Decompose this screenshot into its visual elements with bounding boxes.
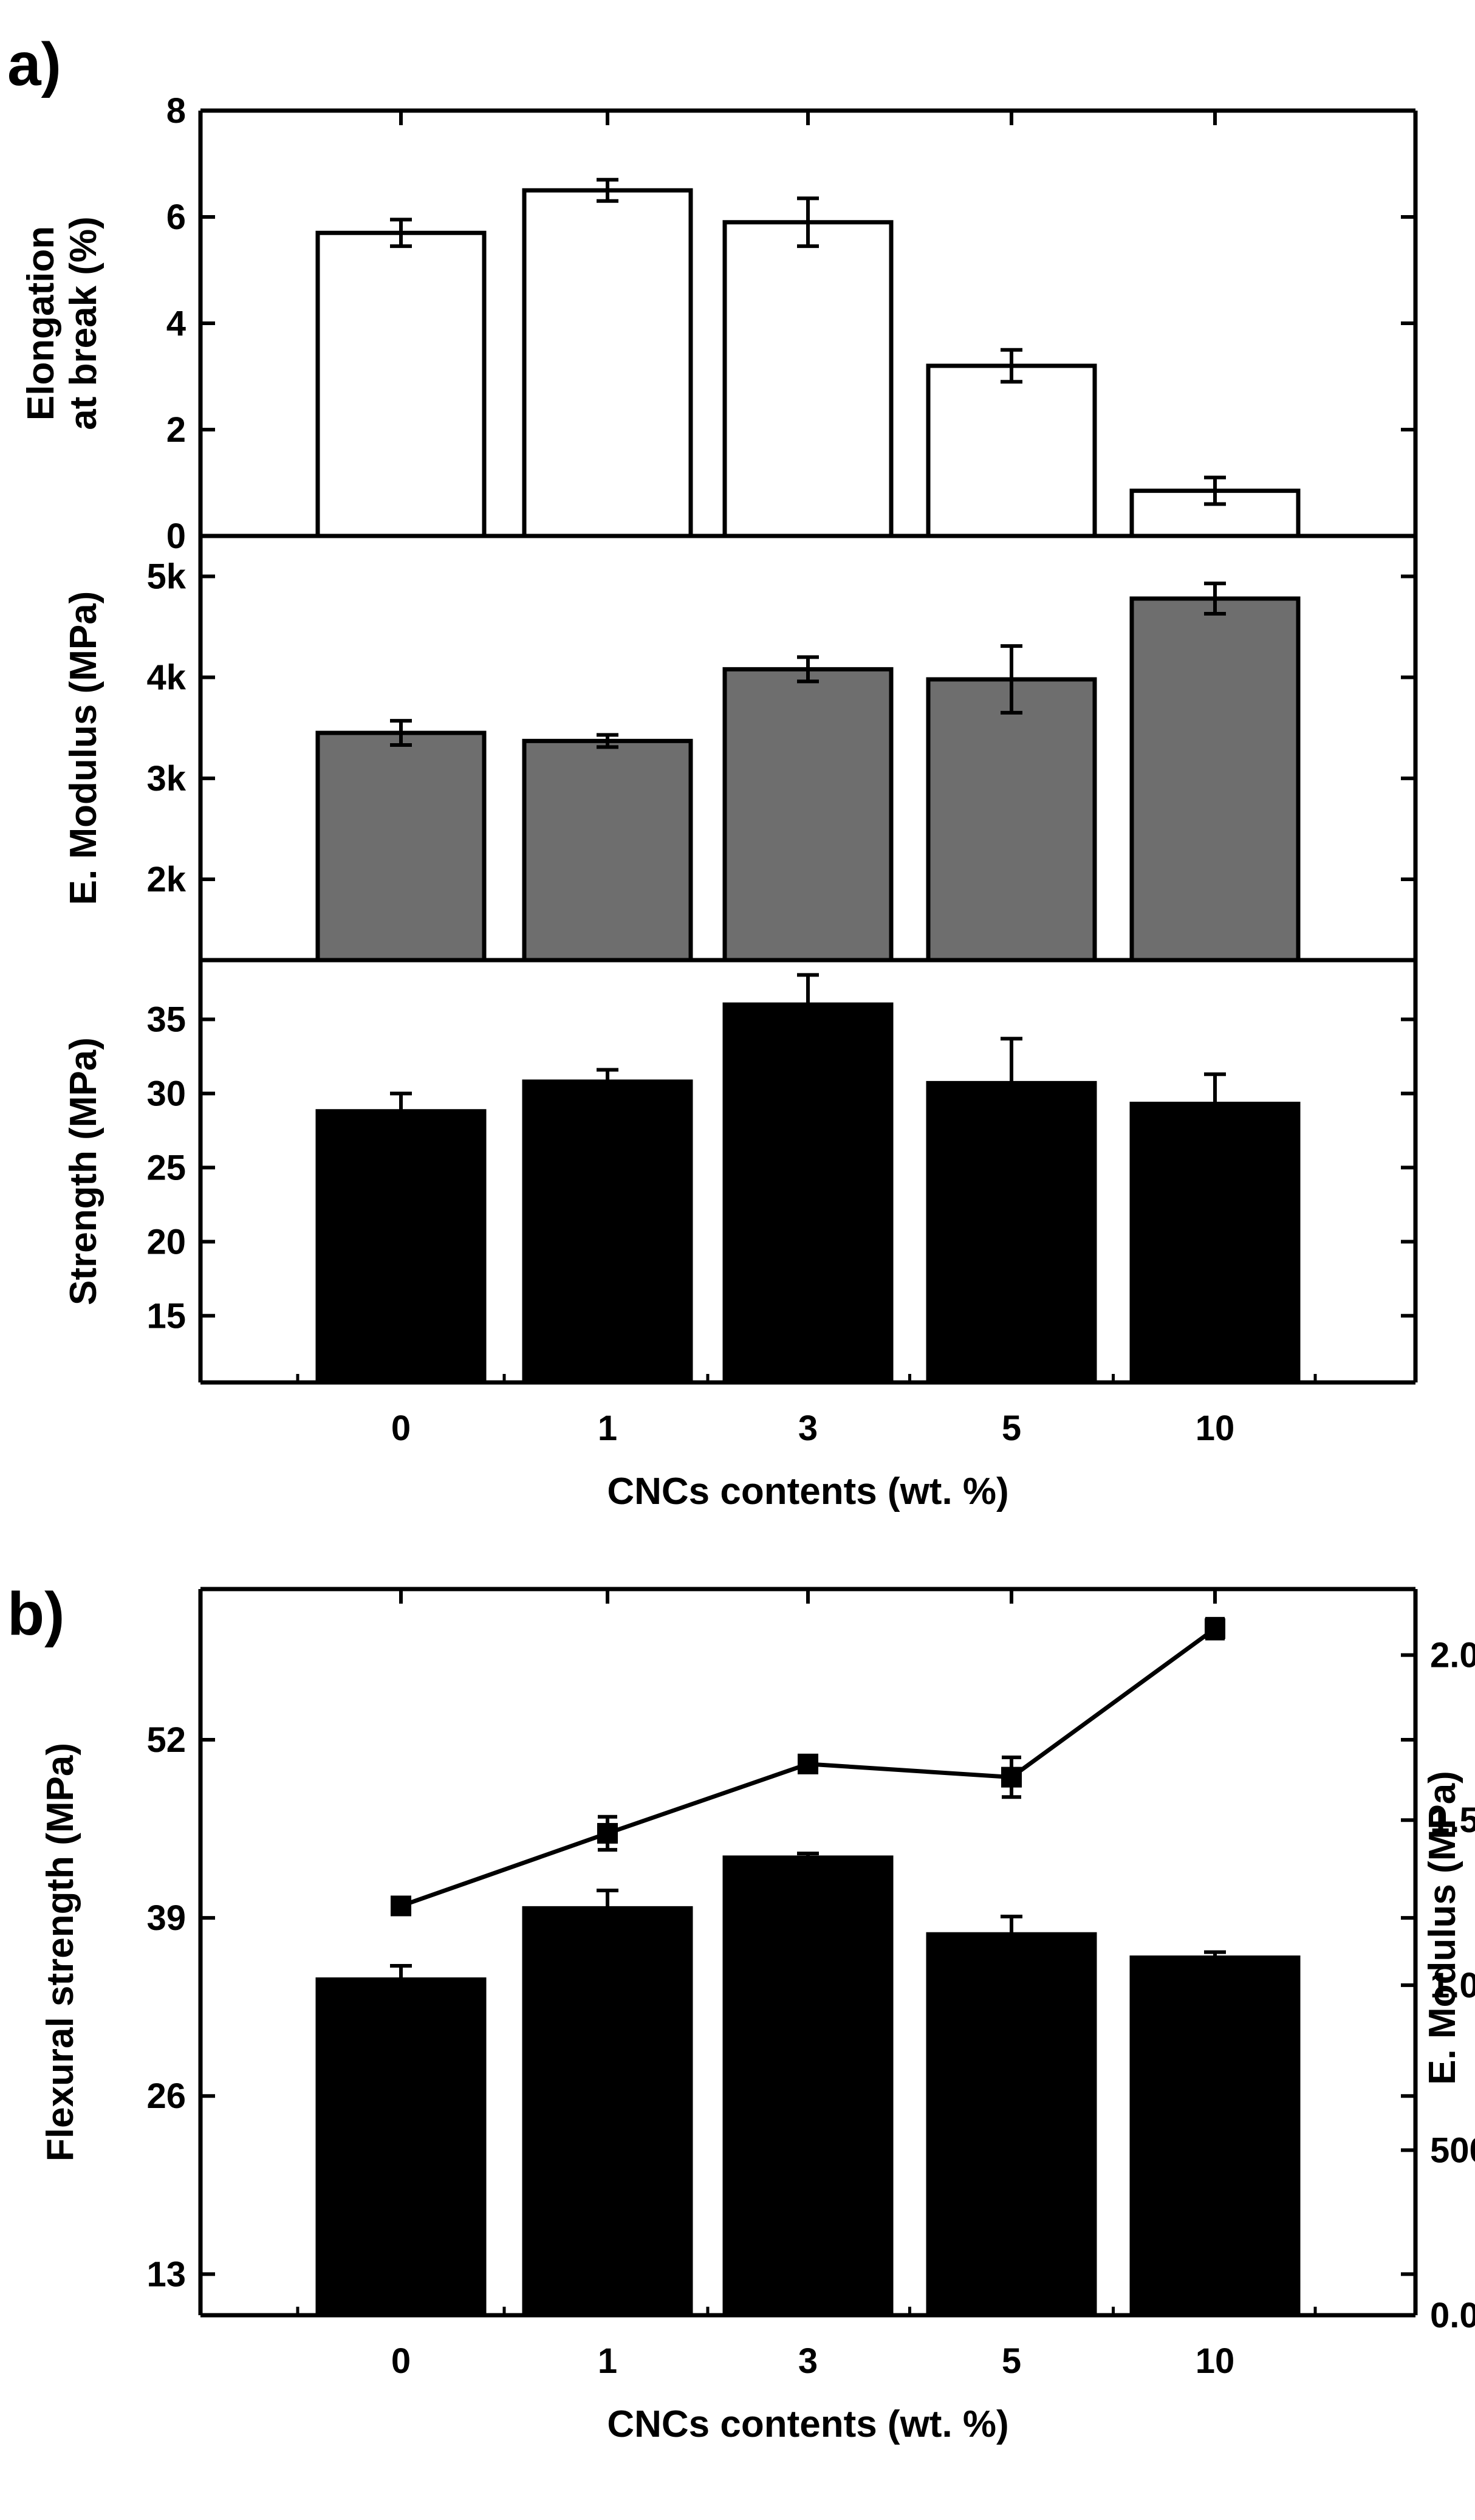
y-tick-label: 5k xyxy=(146,557,186,596)
y-tick-label: 4k xyxy=(146,658,186,698)
bar xyxy=(522,1906,693,2318)
y-axis-title: Elongation xyxy=(20,226,62,421)
bar xyxy=(722,220,894,538)
y-tick-label: 1.5k xyxy=(1430,1801,1475,1840)
elongation-chart: 0 2 4 6 8 Elongation at break (%) xyxy=(20,91,1418,556)
y-tick-label: 15 xyxy=(146,1296,186,1336)
x-tick-label: 1 xyxy=(598,1409,617,1448)
line-marker xyxy=(798,1753,818,1774)
bar xyxy=(315,1109,487,1385)
line-marker xyxy=(1001,1766,1022,1788)
panel-label-b: b) xyxy=(7,1580,64,1648)
y-tick-label: 1.0k xyxy=(1430,1966,1475,2005)
y-tick-label: 500.0 xyxy=(1430,2130,1475,2170)
y-tick-label: 0 xyxy=(166,517,186,556)
x-axis-title: CNCs contents (wt. %) xyxy=(607,2403,1008,2445)
bar xyxy=(1129,1955,1301,2318)
y-tick-label: 2 xyxy=(166,410,186,450)
y-axis-title-left: Flexural strength (MPa) xyxy=(39,1743,81,2161)
x-tick-label: 1 xyxy=(598,2341,617,2381)
bar xyxy=(722,1002,894,1385)
modulus-chart: 2k 3k 4k 5k E. Modulus (MPa) xyxy=(63,536,1418,963)
x-tick-label: 0 xyxy=(391,1409,411,1448)
bar xyxy=(1129,596,1301,963)
y-tick-label: 13 xyxy=(146,2254,186,2294)
bar xyxy=(926,363,1097,538)
y-tick-label: 26 xyxy=(146,2076,186,2116)
y-axis-title: Strength (MPa) xyxy=(63,1037,104,1305)
y-tick-label: 3k xyxy=(146,759,186,798)
bar xyxy=(522,1079,693,1385)
bar xyxy=(1129,1102,1301,1385)
y-tick-label: 30 xyxy=(146,1074,186,1113)
y-tick-label: 6 xyxy=(166,197,186,237)
line-marker xyxy=(597,1822,618,1844)
x-tick-label: 5 xyxy=(1002,2341,1021,2381)
line-marker xyxy=(391,1895,411,1917)
bar xyxy=(315,730,487,963)
bar xyxy=(722,1855,894,2318)
y-tick-label: 2k xyxy=(146,860,186,899)
y-tick-label: 2.0k xyxy=(1430,1636,1475,1675)
y-tick-label: 39 xyxy=(146,1898,186,1938)
y-tick-label: 20 xyxy=(146,1222,186,1262)
x-tick-label: 0 xyxy=(391,2341,411,2381)
bar xyxy=(522,738,693,963)
y-tick-label: 52 xyxy=(146,1720,186,1760)
x-axis-title: CNCs contents (wt. %) xyxy=(607,1471,1008,1512)
y-tick-label: 0.0 xyxy=(1430,2296,1475,2335)
bar xyxy=(722,667,894,963)
x-tick-label: 3 xyxy=(798,2341,818,2381)
y-tick-label: 25 xyxy=(146,1148,186,1187)
y-tick-label: 4 xyxy=(166,304,186,343)
bar xyxy=(522,188,693,538)
x-tick-label: 10 xyxy=(1196,2341,1235,2381)
panel-label-a: a) xyxy=(7,30,61,98)
x-tick-label: 10 xyxy=(1196,1409,1235,1448)
y-axis-title: at break (%) xyxy=(63,216,104,430)
y-axis-title-right: E. Modulus (MPa) xyxy=(1422,1771,1463,2085)
bar xyxy=(315,230,487,538)
y-tick-label: 8 xyxy=(166,91,186,131)
x-tick-label: 3 xyxy=(798,1409,818,1448)
flexural-chart: 132639520.0500.01.0k1.5k2.0k013510Flexur… xyxy=(39,1587,1475,2445)
bar xyxy=(926,677,1097,963)
line-marker xyxy=(1205,1618,1225,1639)
x-tick-label: 5 xyxy=(1002,1409,1021,1448)
y-tick-label: 35 xyxy=(146,1000,186,1040)
bar xyxy=(315,1977,487,2318)
bar xyxy=(926,1080,1097,1385)
y-axis-title: E. Modulus (MPa) xyxy=(63,591,104,905)
bar xyxy=(926,1932,1097,2318)
